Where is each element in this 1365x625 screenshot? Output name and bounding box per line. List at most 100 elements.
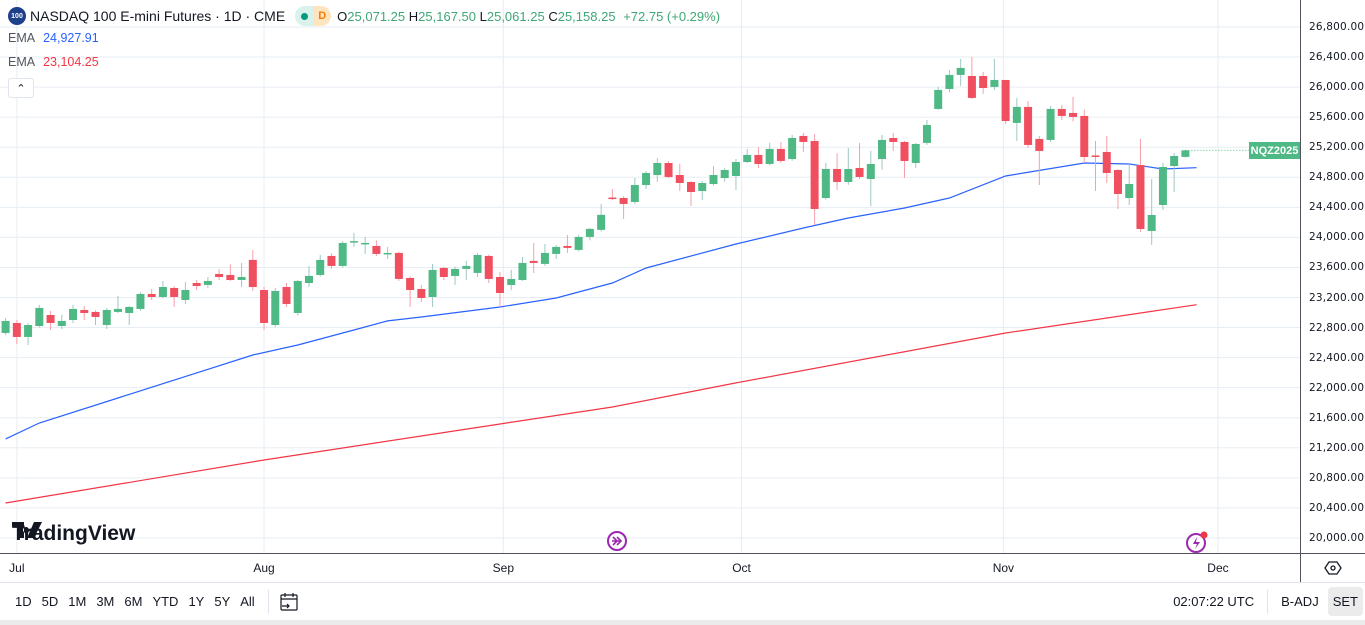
candle-body [967, 75, 976, 98]
candle-body [642, 172, 651, 186]
range-buttons: 1D 5D 1M 3M 6M YTD 1Y 5Y All [10, 594, 260, 609]
divider [267, 589, 269, 614]
candlestick-chart[interactable] [0, 0, 1300, 553]
price-axis[interactable]: 26,800.00 26,400.00 26,000.00 25,600.00 25,2… [1300, 0, 1365, 553]
candle-body [675, 175, 684, 183]
symbol-row: 100 NASDAQ 100 E-mini Futures · 1D · CME… [8, 6, 720, 26]
open-value: 25,071.25 [347, 8, 406, 24]
candle-body [293, 280, 302, 313]
market-status[interactable]: D [295, 6, 332, 26]
clock-timezone[interactable]: 02:07:22 UTC [1173, 594, 1255, 609]
bottom-strip [0, 620, 1365, 625]
candle-body [687, 182, 696, 192]
close-value: 25,158.25 [557, 8, 616, 24]
chevron-up-icon: ⌃ [16, 82, 26, 95]
candle-body [900, 141, 909, 161]
candle-body [316, 259, 325, 275]
go-to-date-calendar-icon[interactable] [279, 592, 299, 612]
candle-body [619, 198, 628, 204]
tradingview-logo-icon [12, 522, 42, 538]
time-axis-label: Nov [992, 561, 1015, 575]
axis-settings-button[interactable] [1300, 553, 1365, 582]
range-button-1m[interactable]: 1M [68, 594, 87, 609]
indicator-ema-fast[interactable]: EMA 24,927.91 [8, 26, 720, 50]
candle-body [821, 169, 830, 199]
candle-body [979, 75, 988, 88]
price-axis-label: 21,600.00 [1309, 411, 1365, 424]
candle-body [529, 260, 538, 263]
high-value: 25,167.50 [418, 8, 476, 24]
candle-body [608, 197, 617, 200]
candle-body [361, 242, 370, 245]
candle-body [158, 286, 167, 297]
collapse-legend-button[interactable]: ⌃ [8, 78, 34, 98]
candle-body [990, 79, 999, 87]
range-button-1d[interactable]: 1D [15, 594, 32, 609]
range-button-3m[interactable]: 3M [96, 594, 115, 609]
candle-body [338, 242, 347, 266]
candle-body [192, 283, 201, 287]
price-axis-label: 21,200.00 [1309, 441, 1365, 454]
candle-body [428, 269, 437, 297]
candle-body [664, 162, 673, 177]
candle-body [731, 162, 740, 176]
range-button-5d[interactable]: 5D [41, 594, 59, 609]
candle-body [597, 214, 606, 230]
range-button-1y[interactable]: 1Y [188, 594, 205, 609]
price-axis-label: 26,800.00 [1309, 20, 1365, 33]
candle-body [889, 137, 898, 142]
symbol-title[interactable]: NASDAQ 100 E-mini Futures · 1D · CME [30, 8, 286, 24]
price-axis-label: 26,400.00 [1309, 51, 1365, 64]
candle-body [1147, 214, 1156, 231]
candle-body [1170, 156, 1179, 166]
range-button-ytd[interactable]: YTD [152, 594, 179, 609]
bottom-toolbar: 1D 5D 1M 3M 6M YTD 1Y 5Y All 02:07:22 UTC B-ADJ … [0, 582, 1365, 620]
candle-body [574, 236, 583, 250]
ema-fast-line [5, 162, 1197, 440]
candle-body [765, 148, 774, 164]
back-adjust-toggle[interactable]: B-ADJ [1281, 594, 1319, 609]
time-axis[interactable]: Jul Aug Sep Oct Nov Dec [0, 553, 1300, 582]
candle-body [911, 143, 920, 163]
range-button-all[interactable]: All [240, 594, 255, 609]
candle-body [630, 185, 639, 202]
candle-body [1, 320, 10, 333]
candle-body [866, 163, 875, 179]
tradingview-logo[interactable]: TradingView [12, 522, 135, 546]
candle-body [585, 228, 594, 237]
session-toggle[interactable]: SET [1327, 587, 1363, 616]
candle-body [1136, 165, 1145, 229]
candle-body [743, 154, 752, 163]
candle-body [878, 139, 887, 160]
candle-body [35, 307, 44, 326]
candle-body [12, 322, 21, 337]
market-open-dot-icon [295, 6, 314, 26]
candle-body [237, 276, 246, 280]
candle-body [653, 162, 662, 176]
candle-body [540, 252, 549, 264]
candle-body [1069, 112, 1078, 117]
candle-body [439, 267, 448, 277]
candle-body [181, 289, 190, 300]
range-button-5y[interactable]: 5Y [214, 594, 231, 609]
candle-body [934, 89, 943, 109]
last-price-tag: NQZ2025 [1249, 142, 1300, 160]
candle-body [394, 252, 403, 279]
candle-body [215, 273, 224, 277]
candle-body [1113, 169, 1122, 194]
candle-body [304, 275, 313, 284]
candle-body [1046, 108, 1055, 140]
candle-body [451, 268, 460, 276]
candle-body [563, 245, 572, 248]
candle-body [1181, 150, 1190, 157]
candle-body [327, 255, 336, 266]
indicator-name: EMA [8, 31, 36, 45]
candle-body [855, 167, 864, 177]
candle-body [282, 286, 291, 304]
indicator-ema-slow[interactable]: EMA 23,104.25 [8, 50, 720, 74]
chart-pane[interactable]: 100 NASDAQ 100 E-mini Futures · 1D · CME… [0, 0, 1300, 553]
candle-body [372, 245, 381, 254]
candle-body [125, 306, 134, 313]
candle-body [69, 308, 78, 320]
range-button-6m[interactable]: 6M [124, 594, 143, 609]
